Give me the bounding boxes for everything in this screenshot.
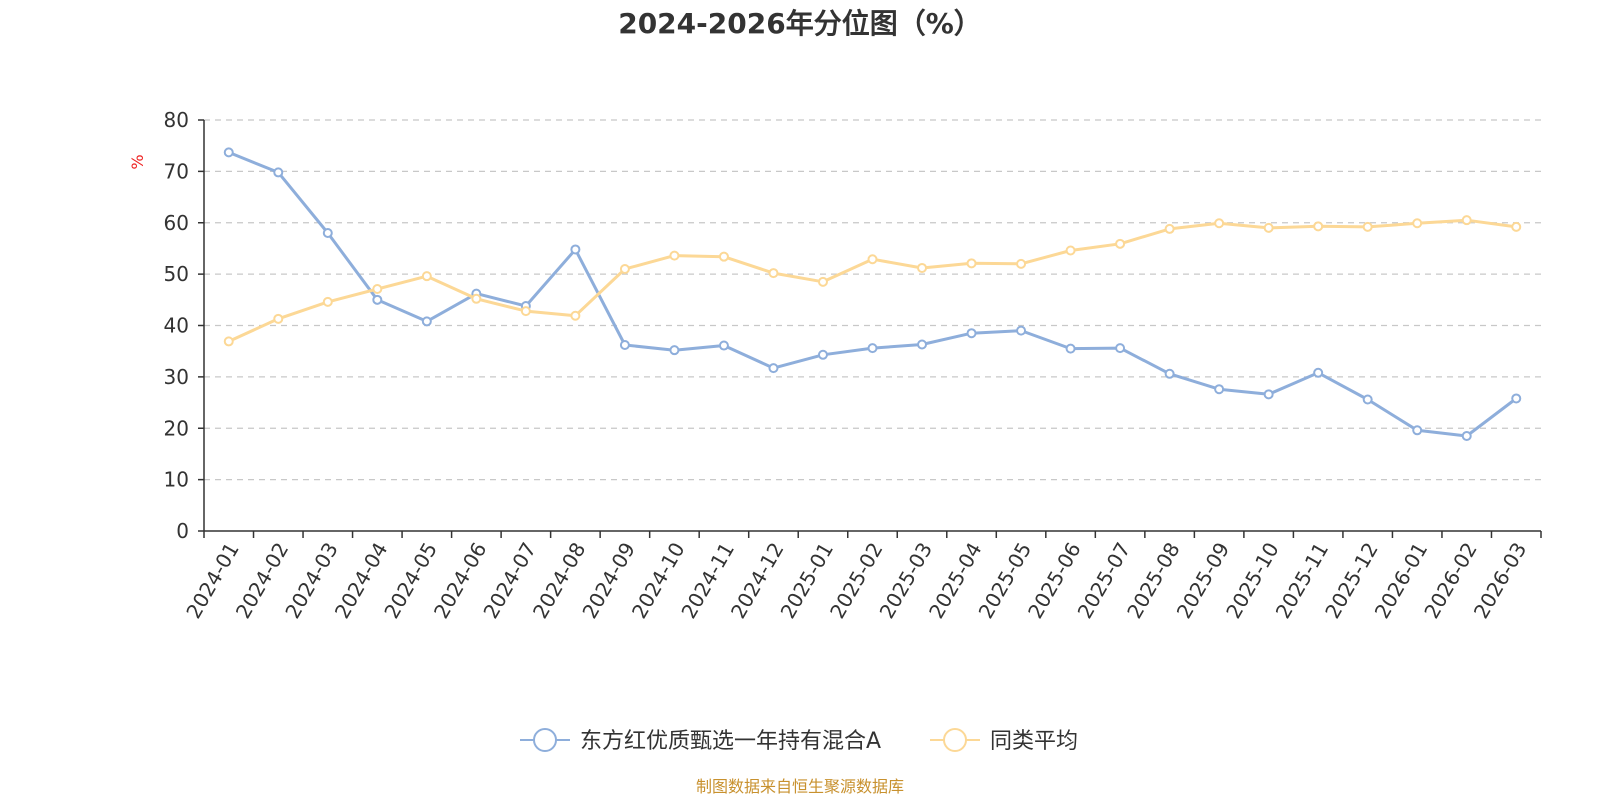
data-point [817,276,828,287]
data-point [1412,425,1423,436]
y-tick-label: 80 [164,108,189,132]
data-point [273,313,284,324]
data-point [867,343,878,354]
data-point [1065,245,1076,256]
data-point [1313,221,1324,232]
axes: 010203040506070802024-012024-022024-0320… [164,108,1542,623]
data-point [817,349,828,360]
y-tick-label: 70 [164,159,189,183]
data-point [1313,367,1324,378]
y-axis-unit-label: % [128,154,147,169]
data-point [917,262,928,273]
legend-label: 东方红优质甄选一年持有混合A [580,729,881,754]
y-tick-label: 0 [176,519,189,543]
legend[interactable]: 东方红优质甄选一年持有混合A 同类平均 [520,728,1078,754]
data-point [322,228,333,239]
data-point [520,306,531,317]
data-point [867,254,878,265]
data-point [372,294,383,305]
data-point [917,339,928,350]
y-tick-label: 40 [164,314,189,338]
series-lines [223,147,1522,441]
data-point [768,268,779,279]
data-point [1362,221,1373,232]
chart-title: 2024-2026年分位图（%） [618,7,982,40]
data-point [966,328,977,339]
y-tick-label: 30 [164,365,189,389]
y-tick-label: 20 [164,416,189,440]
data-point [669,250,680,261]
data-point [1362,394,1373,405]
legend-circle-icon [533,728,557,752]
data-point [421,271,432,282]
data-point [1016,325,1027,336]
data-point [1511,393,1522,404]
legend-circle-icon [943,728,967,752]
data-point [1263,222,1274,233]
data-point [1164,223,1175,234]
data-point [1065,343,1076,354]
data-point [1214,384,1225,395]
gridlines [204,119,1541,481]
data-point [223,336,234,347]
data-source-note: 制图数据来自恒生聚源数据库 [696,777,904,796]
data-point [421,316,432,327]
y-tick-label: 10 [164,468,189,492]
data-point [1115,238,1126,249]
data-point [1263,389,1274,400]
data-point [1164,368,1175,379]
data-point [966,258,977,269]
data-point [1461,215,1472,226]
data-point [273,167,284,178]
data-point [669,345,680,356]
data-point [322,296,333,307]
y-tick-label: 60 [164,211,189,235]
series-line-1 [227,218,1518,343]
data-point [1016,258,1027,269]
data-point [1214,218,1225,229]
legend-label: 同类平均 [990,729,1078,754]
data-point [619,263,630,274]
data-point [570,244,581,255]
data-point [1511,221,1522,232]
data-point [768,363,779,374]
data-point [471,293,482,304]
data-point [372,284,383,295]
legend-item-1[interactable]: 同类平均 [930,728,1078,754]
series-line-0 [227,150,1518,438]
data-point [1115,343,1126,354]
data-point [1412,218,1423,229]
data-point [223,147,234,158]
legend-item-0[interactable]: 东方红优质甄选一年持有混合A [520,728,881,754]
data-point [1461,430,1472,441]
data-point [718,251,729,262]
data-point [570,310,581,321]
data-point [718,340,729,351]
data-point [619,340,630,351]
y-tick-label: 50 [164,262,189,286]
